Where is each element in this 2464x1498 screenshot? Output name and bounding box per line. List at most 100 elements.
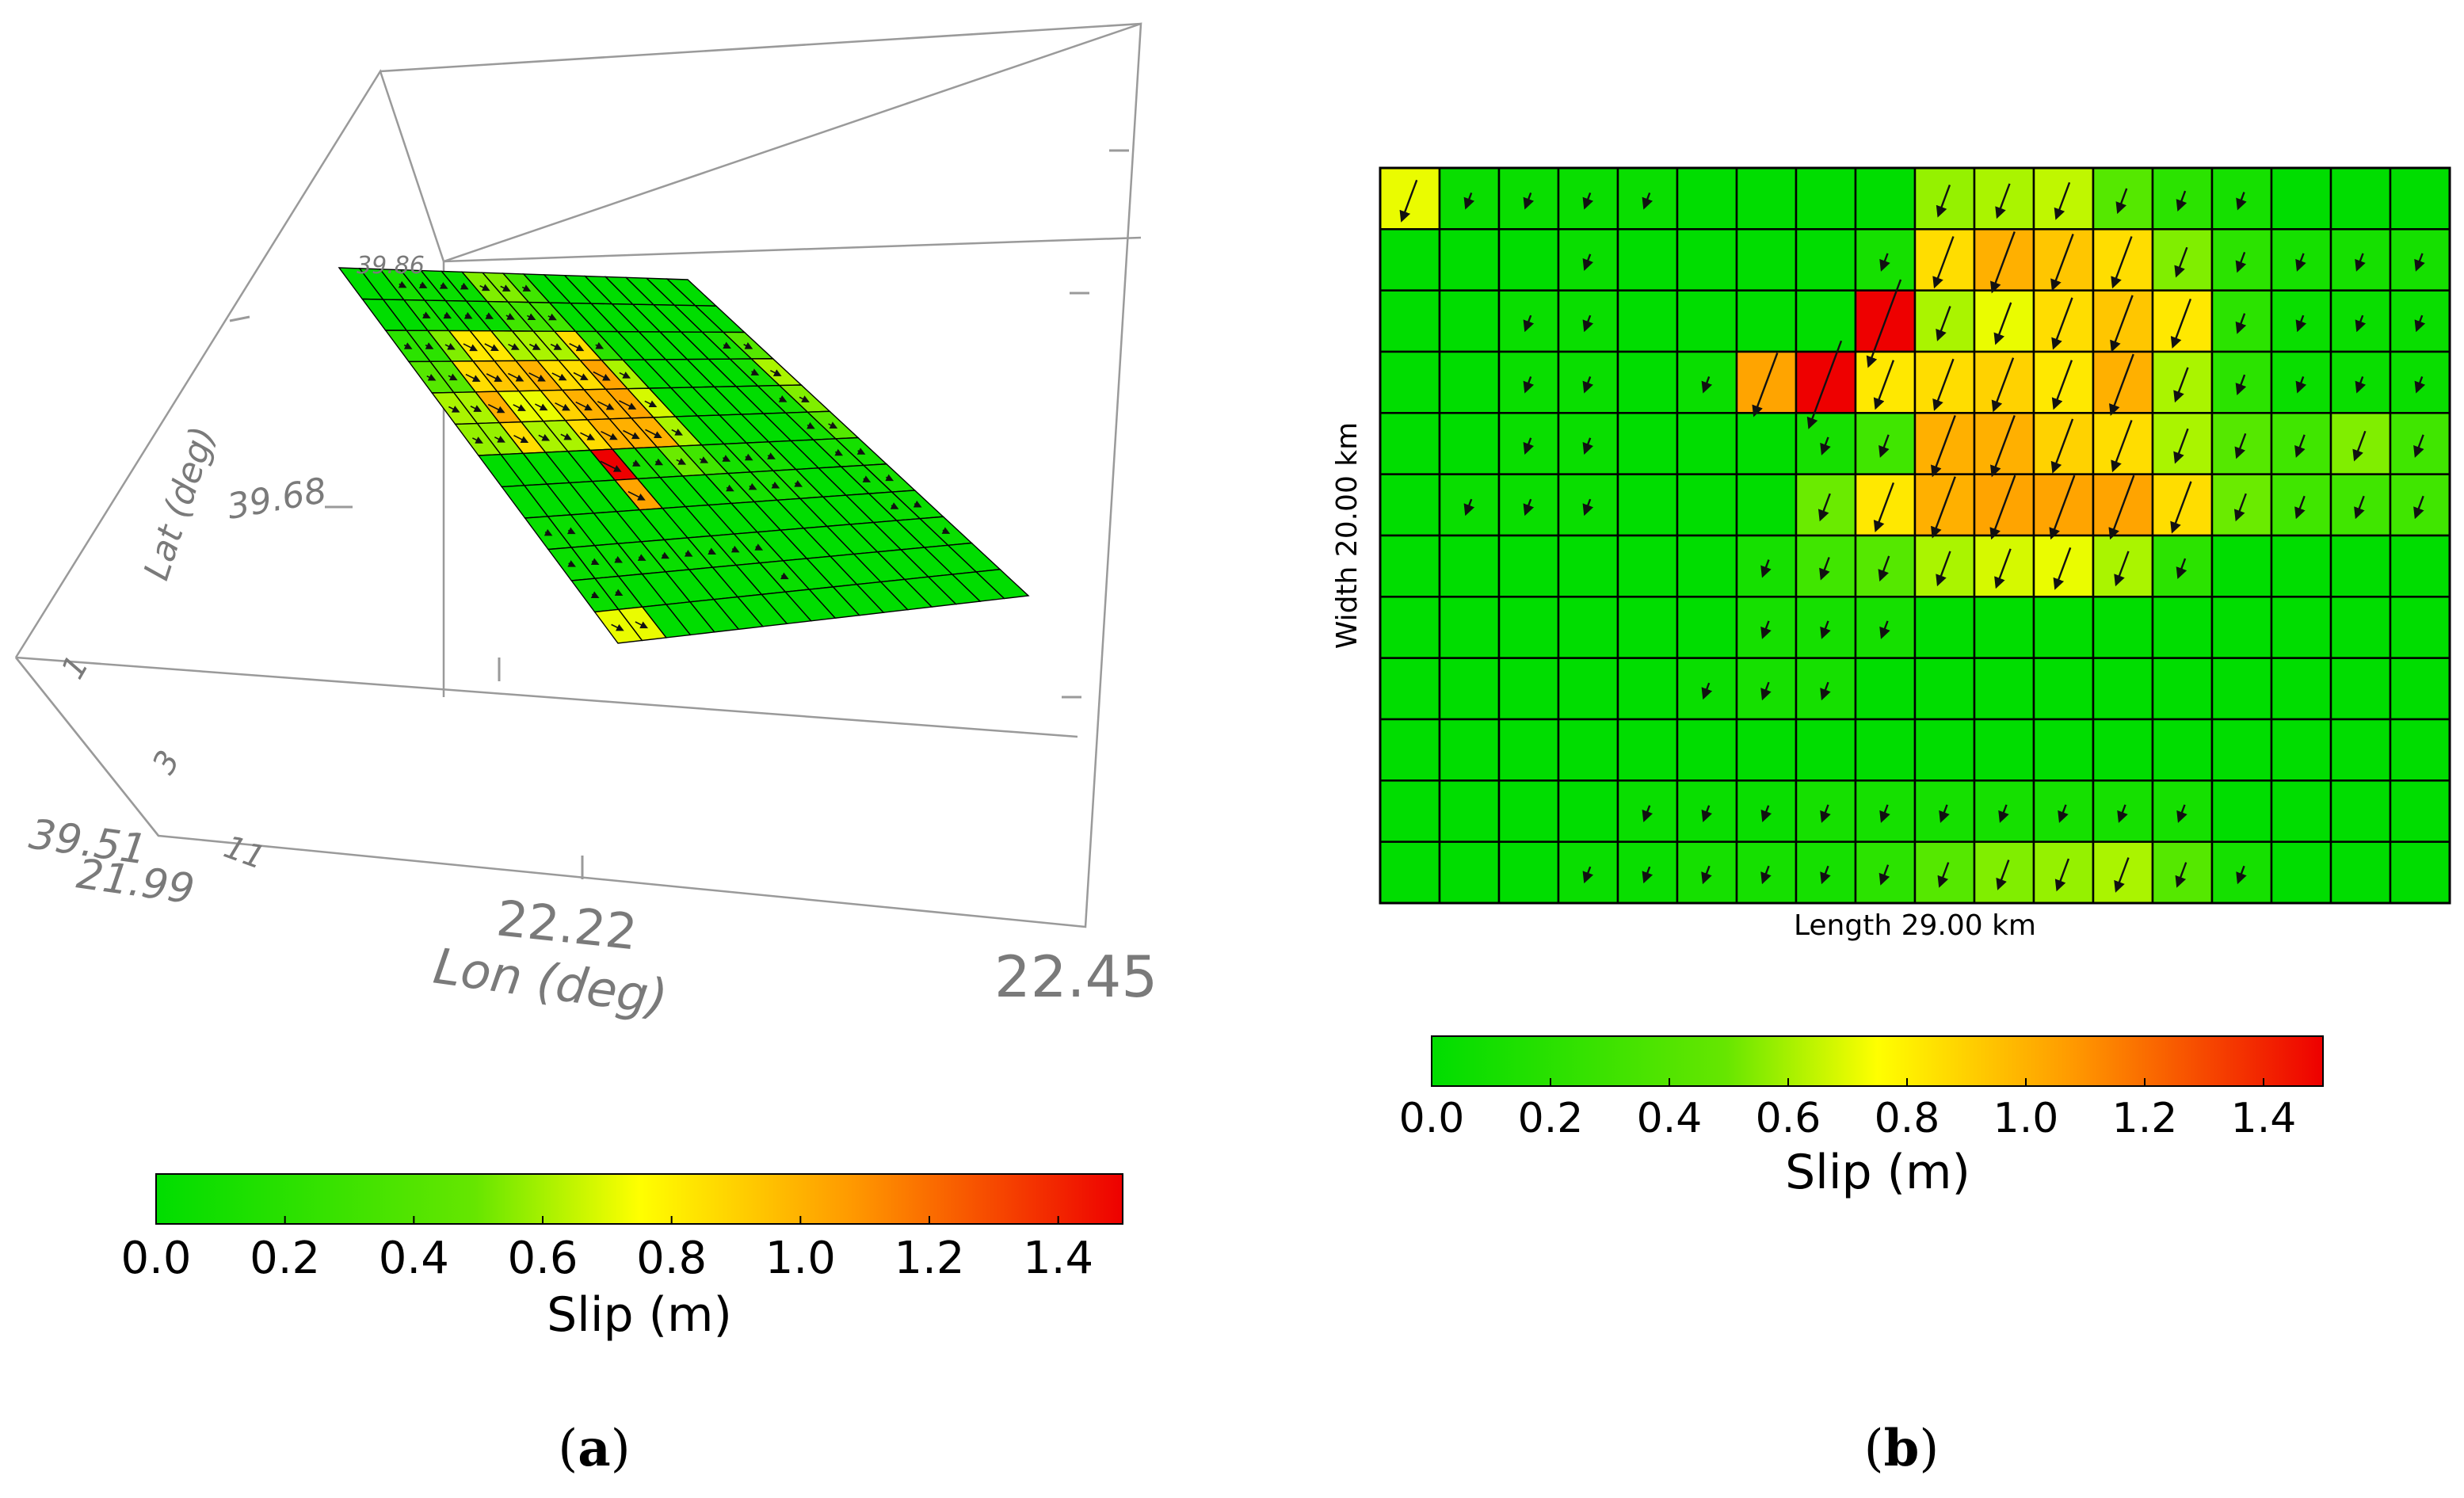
slip-vector-arrow xyxy=(1820,865,1831,885)
slip-vector-arrow xyxy=(1879,253,1890,272)
plane-slip-arrow xyxy=(890,502,899,509)
plane-slip-arrow xyxy=(771,481,780,489)
heatmap-cell xyxy=(1379,412,1441,475)
heatmap-cell xyxy=(2092,657,2154,721)
slip-vector-arrow xyxy=(1399,179,1418,223)
slip-vector-arrow xyxy=(1932,358,1955,411)
plane-slip-arrow xyxy=(743,342,753,349)
heatmap-cell xyxy=(1735,412,1798,475)
slip-vector-arrow xyxy=(1990,231,2016,294)
plane-slip-arrow xyxy=(448,406,460,413)
panel-a-label: (a) xyxy=(558,1419,630,1478)
heatmap-cell xyxy=(1438,412,1501,475)
colorbar-b-label: Slip (m) xyxy=(1785,1145,1970,1200)
heatmap-cell xyxy=(1676,289,1738,353)
heatmap-cell xyxy=(2210,718,2273,782)
plane-slip-arrow xyxy=(422,311,431,318)
slip-vector-arrow xyxy=(2176,558,2187,580)
slip-vector-arrow xyxy=(2294,495,2306,520)
slip-vector-arrow xyxy=(1820,804,1831,823)
heatmap-cell xyxy=(1438,289,1501,353)
slip-vector-arrow xyxy=(2173,367,2189,403)
plane-slip-arrow xyxy=(398,280,407,288)
heatmap-cell xyxy=(2389,657,2451,721)
slip-vector-arrow xyxy=(1936,551,1951,587)
colorbar-tick-label: 1.2 xyxy=(894,1233,964,1284)
plane-slip-arrow xyxy=(619,372,631,379)
slip-vector-arrow xyxy=(1819,557,1830,581)
plane-slip-arrow xyxy=(485,312,494,319)
colorbar-tick-label: 1.4 xyxy=(1023,1233,1093,1284)
slip-vector-arrow xyxy=(1523,498,1535,516)
colorbar-tick-label: 0.0 xyxy=(120,1233,191,1284)
slip-vector-arrow xyxy=(2355,314,2367,333)
slip-vector-arrow xyxy=(1936,184,1951,218)
panel-b-2d-slip-map: Length 29.00 km Width 20.00 km 0.0 0.2 0.4… xyxy=(1331,166,2451,1478)
colorbar-tick-label: 0.2 xyxy=(250,1233,320,1284)
colorbar-b: 0.0 0.2 0.4 0.6 0.8 1.0 1.2 1.4 Slip (m) xyxy=(1399,1035,2324,1200)
heatmap-cell xyxy=(2270,779,2332,843)
heatmap-cell xyxy=(1676,534,1738,598)
heatmap-cell xyxy=(2210,779,2273,843)
heatmap-cell xyxy=(1795,166,1857,231)
plane-slip-arrow xyxy=(443,311,452,319)
slip-vector-arrow xyxy=(2352,430,2367,462)
lat-tick-mid: 39.68 xyxy=(224,471,330,528)
plane-slip-arrow xyxy=(684,550,693,557)
slip-vector-arrow xyxy=(1931,414,1956,478)
heatmap-cell xyxy=(1616,350,1679,414)
plane-slip-arrow xyxy=(551,372,567,381)
plane-slip-arrow xyxy=(597,401,615,410)
slip-vector-arrow xyxy=(1701,376,1713,394)
colorbar-tick-label: 0.4 xyxy=(1637,1095,1703,1142)
heatmap-cell xyxy=(1497,718,1560,782)
heatmap-cell xyxy=(1497,779,1560,843)
slip-vector-arrow xyxy=(1937,862,1950,888)
slip-vector-arrow xyxy=(1820,436,1831,455)
slip-vector-arrow xyxy=(2109,353,2134,417)
colorbar-tick-label: 0.6 xyxy=(507,1233,578,1284)
slip-vector-arrow xyxy=(2054,858,2070,892)
plane-slip-arrow xyxy=(555,402,570,411)
plane-slip-arrow xyxy=(645,429,662,439)
slip-vector-arrow xyxy=(2108,475,2135,540)
heatmap-cell xyxy=(1735,228,1798,292)
slip-vector-arrow xyxy=(1991,357,2015,413)
plane-slip-arrow xyxy=(723,341,731,349)
plane-slip-arrow xyxy=(807,421,815,429)
heatmap-cell xyxy=(2151,718,2214,782)
slip-vector-arrow xyxy=(1817,493,1831,522)
plane-slip-arrow xyxy=(448,373,458,381)
plane-slip-arrow xyxy=(726,484,734,492)
heatmap-cell xyxy=(1616,289,1679,353)
heatmap-cell xyxy=(1735,289,1798,353)
slip-vector-arrow xyxy=(1701,805,1713,822)
heatmap-cell xyxy=(1379,228,1441,292)
slip-vector-arrow xyxy=(2414,253,2425,272)
heatmap-cell xyxy=(2210,534,2273,598)
slip-vector-arrow xyxy=(2114,857,2130,893)
slip-vector-arrow xyxy=(1998,804,2009,823)
slip-vector-arrow xyxy=(2117,804,2128,823)
plane-slip-arrow xyxy=(794,480,803,487)
plane-slip-arrow xyxy=(465,373,481,382)
heatmap-cell xyxy=(1973,596,2035,659)
plane-slip-arrow xyxy=(403,342,413,349)
plane-slip-arrow xyxy=(547,313,557,321)
heatmap-cell xyxy=(2389,596,2451,659)
plane-slip-arrow xyxy=(770,369,782,376)
heatmap-cell xyxy=(1676,718,1738,782)
slip-vector-arrow xyxy=(1878,555,1890,582)
plane-slip-arrow xyxy=(505,313,515,320)
3d-fault-plane xyxy=(338,267,1030,644)
slip-vector-arrow xyxy=(2174,246,2188,278)
heatmap-cell xyxy=(1438,350,1501,414)
slip-vector-arrow xyxy=(2049,475,2076,540)
plane-slip-arrow xyxy=(590,558,600,566)
heatmap-cell xyxy=(2329,596,2392,659)
slip-vector-arrow xyxy=(2354,495,2365,520)
slip-vector-arrow xyxy=(1806,340,1843,429)
length-axis-label: Length 29.00 km xyxy=(1794,909,2036,942)
heatmap-cell xyxy=(1379,840,1441,905)
slip-vector-arrow xyxy=(2110,295,2134,353)
